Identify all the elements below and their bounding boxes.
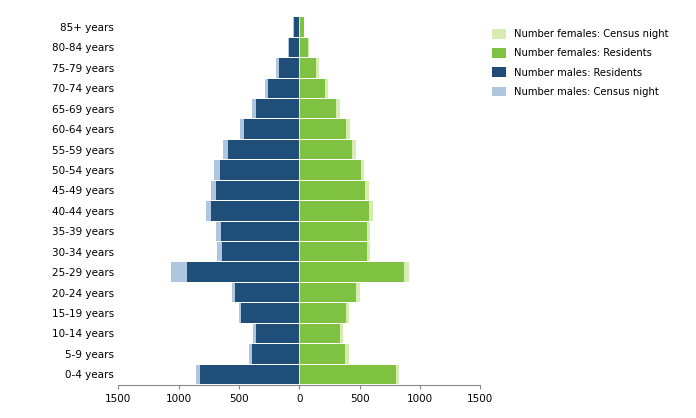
Bar xyxy=(299,242,367,261)
Bar xyxy=(252,99,299,118)
Bar xyxy=(256,324,299,343)
Bar xyxy=(220,160,299,180)
Bar xyxy=(239,303,299,323)
Bar xyxy=(299,140,356,159)
Bar xyxy=(216,222,299,241)
Bar xyxy=(299,79,328,98)
Bar xyxy=(214,160,299,180)
Bar xyxy=(217,242,299,261)
Bar xyxy=(244,120,299,139)
Bar xyxy=(242,303,299,323)
Bar xyxy=(299,242,370,261)
Bar xyxy=(187,263,299,282)
Bar xyxy=(256,99,299,118)
Bar xyxy=(252,344,299,364)
Bar xyxy=(299,58,316,77)
Bar xyxy=(294,17,299,37)
Bar xyxy=(221,222,299,241)
Bar xyxy=(299,344,349,364)
Bar xyxy=(276,58,299,77)
Bar xyxy=(196,364,299,384)
Bar xyxy=(299,283,360,302)
Bar xyxy=(171,263,299,282)
Bar xyxy=(299,303,349,323)
Bar xyxy=(228,140,299,159)
Bar xyxy=(211,181,299,200)
Bar xyxy=(299,79,325,98)
Legend: Number females: Census night, Number females: Residents, Number males: Residents: Number females: Census night, Number fem… xyxy=(493,29,669,97)
Bar xyxy=(289,38,299,57)
Bar xyxy=(288,38,299,57)
Bar xyxy=(253,324,299,343)
Bar xyxy=(299,160,365,180)
Bar xyxy=(299,222,367,241)
Bar xyxy=(299,263,409,282)
Bar xyxy=(299,181,365,200)
Bar xyxy=(239,120,299,139)
Bar xyxy=(299,324,342,343)
Bar xyxy=(299,160,361,180)
Bar xyxy=(299,263,404,282)
Bar xyxy=(216,181,299,200)
Bar xyxy=(299,38,308,57)
Bar xyxy=(299,120,347,139)
Bar xyxy=(299,99,336,118)
Bar xyxy=(299,201,373,221)
Bar xyxy=(299,201,370,221)
Bar xyxy=(299,181,369,200)
Bar xyxy=(299,38,309,57)
Bar xyxy=(299,17,304,37)
Bar xyxy=(299,58,319,77)
Bar xyxy=(299,222,370,241)
Bar xyxy=(268,79,299,98)
Bar xyxy=(299,324,340,343)
Bar xyxy=(299,303,347,323)
Bar xyxy=(299,344,345,364)
Bar xyxy=(235,283,299,302)
Bar xyxy=(200,364,299,384)
Bar xyxy=(206,201,299,221)
Bar xyxy=(222,242,299,261)
Bar xyxy=(299,17,303,37)
Bar xyxy=(211,201,299,221)
Bar xyxy=(299,140,352,159)
Bar xyxy=(279,58,299,77)
Bar xyxy=(223,140,299,159)
Bar xyxy=(293,17,299,37)
Bar xyxy=(248,344,299,364)
Bar xyxy=(265,79,299,98)
Bar xyxy=(299,120,350,139)
Bar xyxy=(232,283,299,302)
Bar xyxy=(299,364,400,384)
Bar xyxy=(299,283,356,302)
Bar xyxy=(299,99,340,118)
Bar xyxy=(299,364,396,384)
